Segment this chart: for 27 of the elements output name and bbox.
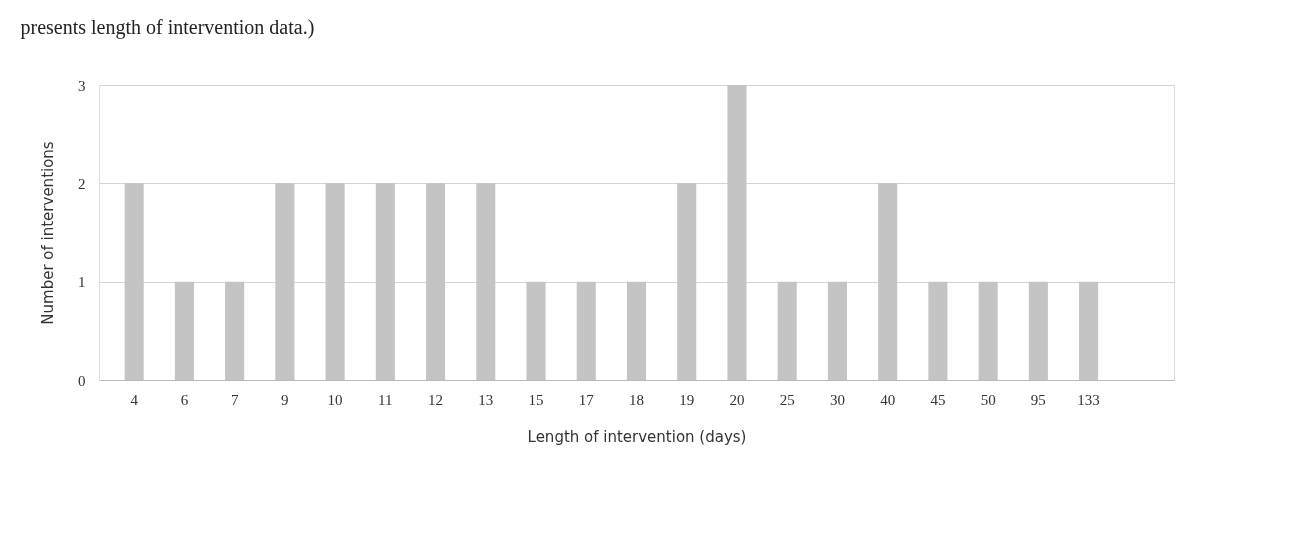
x-tick-label: 7 <box>230 391 239 408</box>
x-tick-label: 95 <box>1030 391 1046 408</box>
y-tick-label: 2 <box>78 175 86 192</box>
chart-title: presents length of intervention data.) <box>20 16 315 39</box>
y-tick-label: 1 <box>78 274 86 291</box>
x-tick-label: 30 <box>829 391 845 408</box>
x-tick-label: 4 <box>130 391 139 408</box>
x-tick-label: 9 <box>281 391 289 408</box>
x-tick-label: 11 <box>378 391 393 408</box>
x-tick-label: 40 <box>880 391 896 408</box>
x-tick-label: 10 <box>327 391 343 408</box>
x-tick-label: 19 <box>679 391 695 408</box>
x-tick-label: 17 <box>578 391 595 408</box>
x-tick-label: 15 <box>528 391 544 408</box>
x-tick-label: 45 <box>930 391 946 408</box>
y-tick-label: 3 <box>78 77 86 94</box>
x-tick-label: 25 <box>779 391 795 408</box>
x-tick-label: 133 <box>1077 391 1100 408</box>
x-tick-label: 18 <box>629 391 644 408</box>
x-tick-label: 20 <box>729 391 745 408</box>
x-tick-label: 13 <box>478 391 494 408</box>
x-tick-label: 12 <box>428 391 444 408</box>
x-tick-label: 6 <box>180 391 189 408</box>
x-axis-title: Length of intervention (days) <box>527 427 747 446</box>
x-tick-label: 50 <box>980 391 996 408</box>
y-axis-title: Number of interventions <box>39 141 57 325</box>
y-tick-label: 0 <box>78 372 86 389</box>
